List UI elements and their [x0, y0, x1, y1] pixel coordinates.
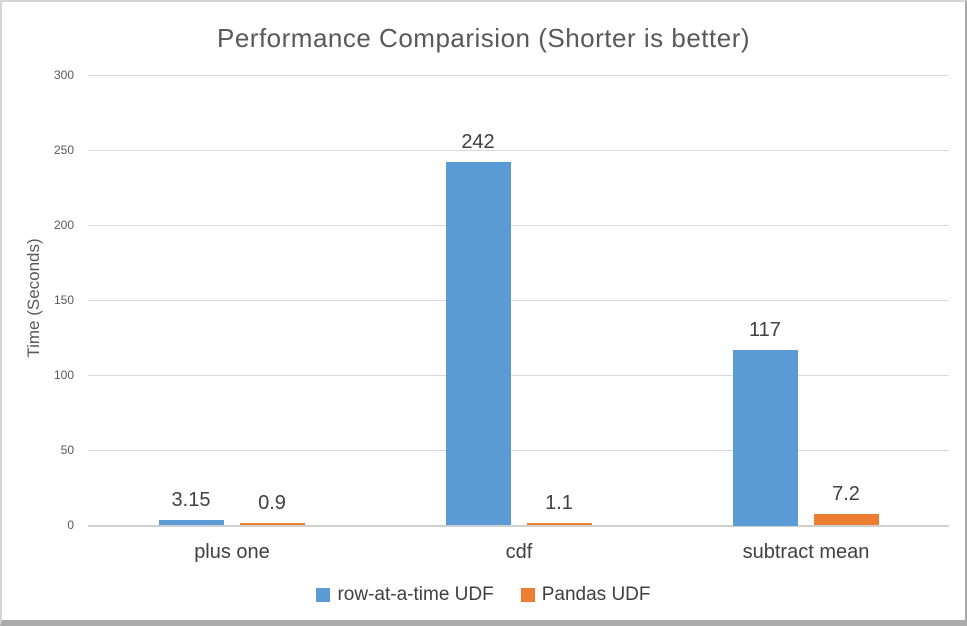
- bar-series0-cat1: [446, 162, 511, 525]
- gridline-50: [88, 450, 949, 451]
- legend-label-1: Pandas UDF: [541, 584, 651, 605]
- gridline-150: [88, 300, 949, 301]
- bar-series0-cat2: [733, 350, 798, 526]
- category-label-1: cdf: [505, 541, 533, 563]
- y-tick-label-300: 300: [53, 68, 74, 82]
- legend-swatch-icon: [316, 588, 331, 602]
- x-axis-line: [88, 525, 949, 527]
- chart-title: Performance Comparision (Shorter is bett…: [216, 23, 751, 53]
- gridline-100: [88, 375, 949, 376]
- y-tick-label-0: 0: [67, 518, 74, 532]
- bar-series0-cat0: [159, 520, 224, 525]
- y-tick-label-250: 250: [53, 143, 74, 157]
- bar-value-label-series0-cat1: 242: [461, 131, 495, 153]
- legend-item-1: Pandas UDF: [520, 584, 651, 606]
- category-label-2: subtract mean: [742, 541, 870, 563]
- bar-value-label-series0-cat0: 3.15: [171, 489, 211, 511]
- legend-swatch-icon: [520, 588, 535, 602]
- gridline-250: [88, 150, 949, 151]
- gridline-300: [88, 75, 949, 76]
- bar-series1-cat1: [527, 523, 592, 525]
- bar-value-label-series1-cat2: 7.2: [832, 483, 860, 505]
- legend: row-at-a-time UDF Pandas UDF: [2, 584, 965, 606]
- bar-value-label-series1-cat1: 1.1: [545, 492, 573, 514]
- bar-value-label-series0-cat2: 117: [749, 319, 781, 341]
- legend-item-0: row-at-a-time UDF: [316, 584, 494, 606]
- bar-series1-cat0: [240, 523, 305, 525]
- gridline-200: [88, 225, 949, 226]
- y-tick-label-200: 200: [53, 218, 74, 232]
- category-label-0: plus one: [194, 541, 270, 563]
- legend-label-0: row-at-a-time UDF: [337, 584, 494, 605]
- y-tick-label-150: 150: [53, 293, 74, 307]
- bar-series1-cat2: [814, 514, 879, 525]
- y-tick-label-100: 100: [53, 368, 74, 382]
- bar-value-label-series1-cat0: 0.9: [258, 492, 286, 514]
- y-tick-label-50: 50: [60, 443, 74, 457]
